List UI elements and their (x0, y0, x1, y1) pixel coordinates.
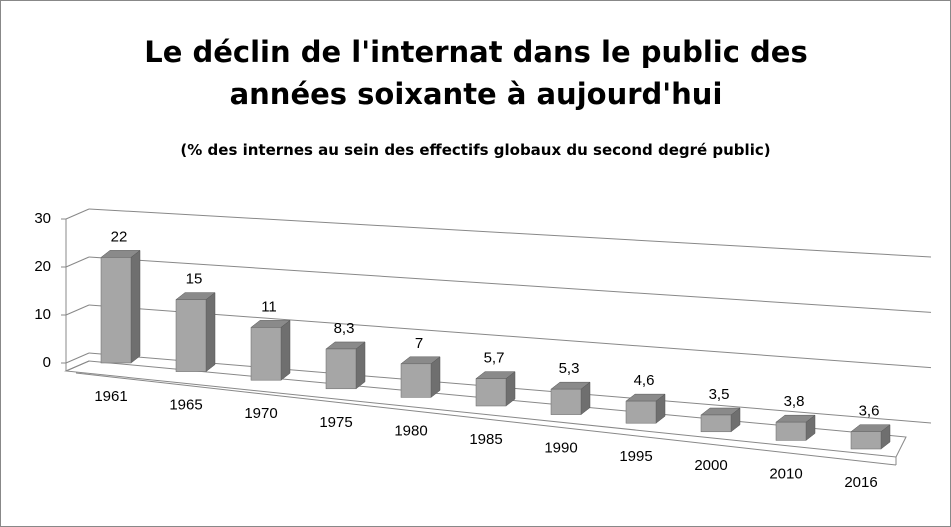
bar (250, 327, 282, 381)
grid-line (65, 352, 90, 364)
data-label: 3,8 (784, 393, 805, 410)
x-tick-label: 2010 (769, 465, 802, 482)
bar (475, 378, 507, 407)
y-tick-label: 0 (43, 354, 51, 371)
bar (775, 421, 807, 441)
data-label: 3,6 (859, 403, 880, 420)
x-tick-label: 1980 (394, 422, 427, 439)
bar (550, 388, 582, 415)
x-tick-label: 1975 (319, 414, 352, 431)
x-tick-label: 1995 (619, 448, 652, 465)
x-tick-label: 2016 (844, 474, 877, 491)
grid-line (65, 256, 90, 268)
data-label: 4,6 (634, 372, 655, 389)
bar (175, 299, 207, 372)
x-tick-label: 1965 (169, 397, 202, 414)
grid-line (65, 208, 90, 220)
data-label: 15 (186, 271, 203, 288)
x-tick-label: 1970 (244, 405, 277, 422)
x-tick-label: 1985 (469, 431, 502, 448)
chart-subtitle: (% des internes au sein des effectifs gl… (180, 141, 771, 159)
bar (100, 257, 132, 364)
grid-line (88, 256, 932, 313)
bar (625, 400, 657, 424)
data-label: 22 (111, 228, 128, 245)
bar (850, 431, 882, 450)
grid-line (65, 304, 90, 316)
grid-line (88, 304, 932, 369)
y-tick-label: 30 (34, 210, 51, 227)
bar (400, 363, 432, 398)
bar (700, 414, 732, 433)
bar (325, 348, 357, 390)
data-label: 5,7 (484, 350, 505, 367)
data-label: 7 (415, 335, 423, 352)
data-label: 11 (261, 298, 277, 315)
floor (64, 360, 907, 458)
data-label: 5,3 (559, 360, 580, 377)
data-label: 8,3 (334, 320, 355, 337)
bar-side (280, 319, 291, 381)
x-tick-label: 1961 (94, 388, 127, 405)
x-tick-label: 1990 (544, 440, 577, 457)
bar-side (355, 341, 366, 390)
x-tick-label: 2000 (694, 457, 727, 474)
data-label: 3,5 (709, 386, 730, 403)
grid-line (88, 208, 932, 258)
bar-side (130, 249, 141, 364)
y-tick-label: 10 (34, 306, 51, 323)
chart-title: Le déclin de l'internat dans le public d… (144, 35, 808, 111)
y-tick-label: 20 (34, 258, 51, 275)
floor-front (75, 372, 897, 466)
bar-side (205, 292, 216, 373)
